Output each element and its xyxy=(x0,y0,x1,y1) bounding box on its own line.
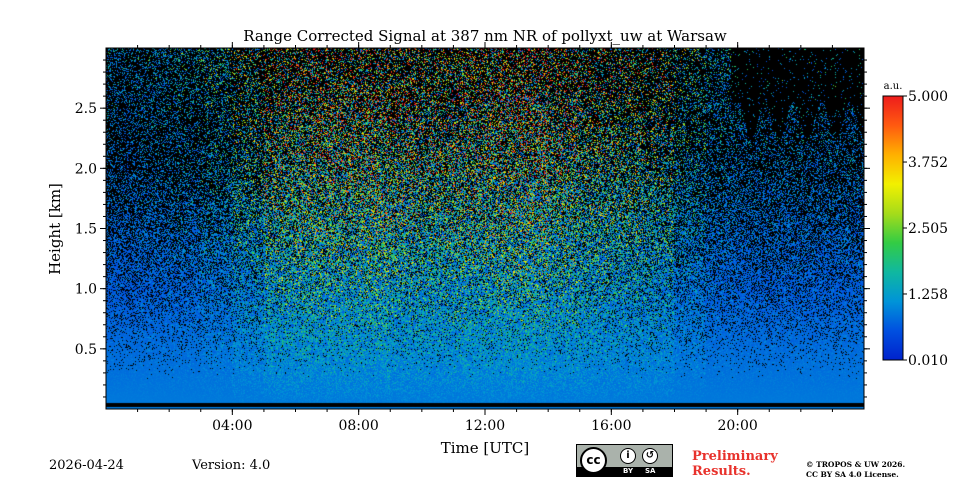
sa-share-alike-icon: ↺ xyxy=(642,448,658,464)
copyright-line-2: CC BY SA 4.0 License. xyxy=(806,470,899,479)
y-tick-label: 0.5 xyxy=(75,342,97,358)
preliminary-line-2: Results. xyxy=(692,464,751,479)
cc-icon: cc xyxy=(580,447,607,474)
sa-label: SA xyxy=(645,467,656,475)
x-tick-label: 04:00 xyxy=(212,418,252,434)
colorbar: a.u. 5.000 3.752 2.505 1.258 0.010 xyxy=(882,81,948,369)
x-axis-label: Time [UTC] xyxy=(441,439,530,457)
x-tick-label: 20:00 xyxy=(717,418,757,434)
x-axis: 04:00 08:00 12:00 16:00 20:00 xyxy=(137,42,833,434)
x-tick-label: 12:00 xyxy=(465,418,505,434)
y-axis: 0.5 1.0 1.5 2.0 2.5 xyxy=(75,59,870,398)
colorbar-tick-label: 0.010 xyxy=(908,353,948,369)
heatmap-image xyxy=(106,48,864,409)
preliminary-results-note: Preliminary Results. xyxy=(692,449,778,479)
cc-badge-band xyxy=(577,467,672,476)
footer-version: Version: 4.0 xyxy=(192,458,271,473)
cc-license-badge: cc i ↺ BY SA xyxy=(576,444,673,477)
copyright-line-1: © TROPOS & UW 2026. xyxy=(806,460,906,469)
y-tick-label: 1.0 xyxy=(75,282,97,298)
heatmap-plot-area xyxy=(105,47,865,410)
chart-title: Range Corrected Signal at 387 nm NR of p… xyxy=(243,27,727,45)
by-attribution-icon: i xyxy=(620,448,636,464)
copyright-note: © TROPOS & UW 2026. CC BY SA 4.0 License… xyxy=(806,460,905,480)
colorbar-tick-label: 5.000 xyxy=(908,89,948,105)
footer-date: 2026-04-24 xyxy=(49,458,124,473)
y-tick-label: 2.0 xyxy=(75,161,97,177)
colorbar-tick-label: 2.505 xyxy=(908,221,948,237)
colorbar-gradient xyxy=(882,95,904,361)
by-label: BY xyxy=(623,467,634,475)
y-axis-label: Height [km] xyxy=(46,183,64,275)
colorbar-tick-label: 3.752 xyxy=(908,155,948,171)
y-tick-label: 2.5 xyxy=(75,101,97,117)
colorbar-unit: a.u. xyxy=(884,81,903,92)
x-tick-label: 08:00 xyxy=(338,418,378,434)
x-tick-label: 16:00 xyxy=(591,418,631,434)
preliminary-line-1: Preliminary xyxy=(692,449,778,464)
colorbar-tick-label: 1.258 xyxy=(908,287,948,303)
y-tick-label: 1.5 xyxy=(75,222,97,238)
